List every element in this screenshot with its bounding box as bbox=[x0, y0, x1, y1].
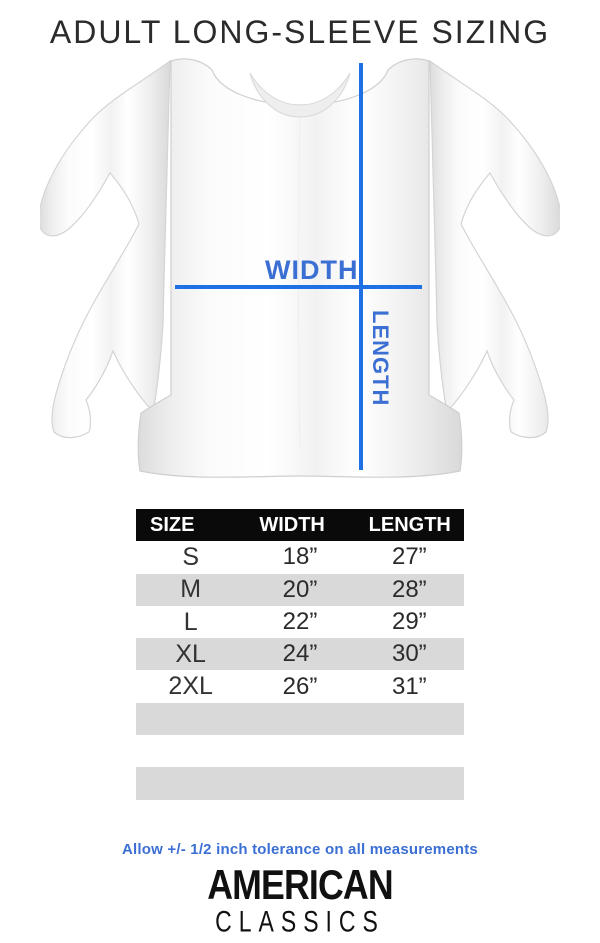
svg-text:WIDTH: WIDTH bbox=[265, 255, 358, 285]
svg-text:LENGTH: LENGTH bbox=[368, 310, 393, 406]
